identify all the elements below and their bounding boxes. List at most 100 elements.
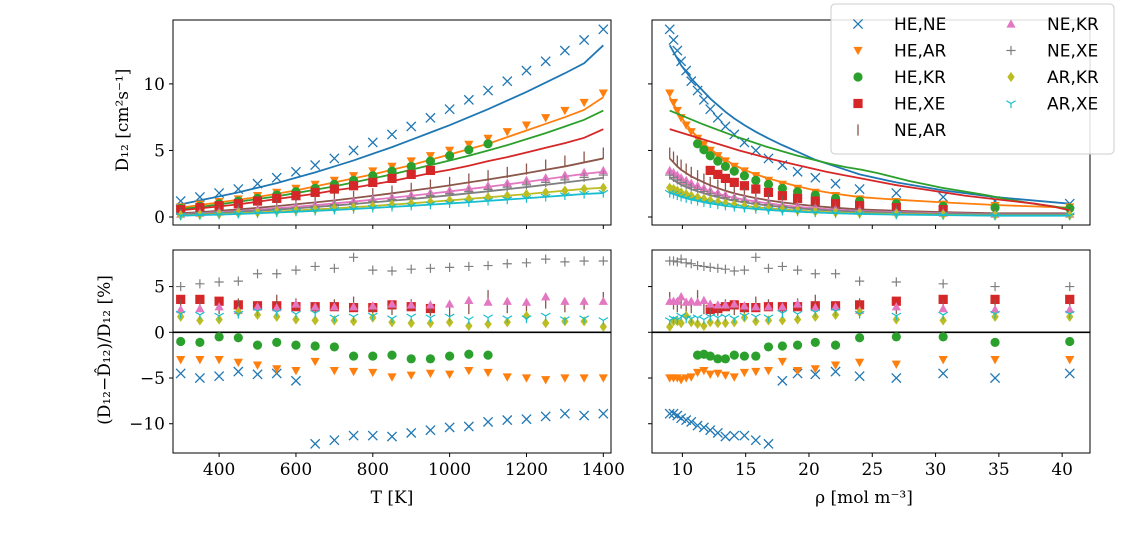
data-point: [175, 212, 186, 221]
data-point: [368, 265, 378, 275]
data-point: [214, 356, 224, 365]
data-point: [1064, 212, 1075, 221]
data-point: [729, 166, 739, 176]
x-tick-label: 1400: [582, 460, 625, 480]
data-point: [751, 302, 761, 311]
data-point: [579, 190, 590, 199]
data-point: [271, 308, 282, 317]
data-point: [272, 303, 282, 312]
data-point: [348, 367, 359, 377]
data-point: [830, 269, 841, 279]
data-point: [445, 317, 454, 328]
data-point: [713, 369, 723, 379]
data-point: [464, 349, 474, 359]
data-point: [720, 354, 731, 364]
data-point: [483, 139, 493, 149]
panel-top-left: 0 5 10: [143, 19, 612, 229]
data-point: [291, 299, 301, 308]
data-point: [672, 296, 682, 305]
x-tick-label: 25: [861, 460, 883, 480]
data-point: [521, 414, 532, 425]
data-point: [665, 170, 675, 180]
series-he-kr: [176, 332, 493, 364]
data-point: [712, 201, 723, 210]
data-point: [599, 321, 607, 332]
data-point: [425, 354, 436, 364]
data-point: [233, 183, 244, 195]
data-point: [763, 438, 774, 449]
x-tick-label: 800: [357, 460, 389, 480]
data-point: [521, 180, 532, 190]
data-point: [579, 256, 589, 266]
data-point: [830, 361, 841, 370]
data-point: [598, 408, 609, 419]
data-point: [329, 153, 340, 164]
series-ne-xe: [665, 252, 1075, 292]
data-point: [271, 172, 282, 183]
data-point: [729, 373, 739, 382]
data-point: [598, 170, 608, 180]
data-point: [778, 315, 787, 326]
data-point: [686, 76, 697, 87]
data-point: [252, 340, 263, 350]
data-point: [990, 337, 1000, 347]
data-point: [938, 332, 948, 342]
data-point: [386, 431, 398, 442]
data-point: [329, 263, 339, 273]
data-point: [367, 137, 378, 148]
data-point: [714, 196, 722, 207]
data-point: [425, 152, 436, 161]
data-point: [522, 189, 531, 200]
data-point: [739, 351, 750, 361]
data-point: [425, 165, 436, 176]
data-point: [938, 191, 949, 203]
data-point: [406, 427, 417, 438]
data-point: [329, 206, 340, 215]
data-point: [751, 175, 761, 186]
data-point: [560, 106, 570, 116]
data-point: [939, 315, 947, 326]
data-point: [329, 184, 339, 194]
data-point: [482, 85, 494, 96]
data-point: [214, 332, 224, 342]
data-point: [676, 292, 686, 301]
data-point: [541, 292, 551, 301]
data-point: [792, 208, 803, 217]
data-point: [792, 299, 803, 308]
data-point: [176, 336, 186, 347]
data-point: [676, 56, 687, 67]
data-point: [579, 172, 589, 182]
data-point: [763, 263, 774, 273]
data-point: [891, 187, 902, 199]
data-point: [406, 264, 416, 274]
legend-marker: [1006, 19, 1016, 28]
y-tick-label: 0: [154, 323, 165, 343]
data-point: [348, 145, 359, 156]
data-point: [1065, 336, 1075, 347]
data-point: [425, 300, 436, 309]
data-point: [777, 357, 787, 367]
data-point: [698, 422, 709, 433]
data-point: [712, 314, 723, 323]
data-point: [729, 177, 739, 188]
data-point: [502, 296, 512, 305]
legend-label: NE,AR: [894, 121, 946, 141]
data-point: [692, 85, 703, 96]
data-point: [855, 358, 865, 368]
data-point: [482, 416, 494, 427]
data-point: [329, 302, 339, 311]
data-point: [561, 185, 569, 196]
axes-frame: [172, 249, 612, 454]
data-point: [195, 356, 205, 365]
data-point: [777, 207, 788, 216]
data-point: [483, 368, 493, 378]
legend-item: HE,NE: [852, 15, 946, 35]
data-point: [763, 179, 774, 189]
y-tick-label: 10: [143, 75, 165, 95]
data-point: [579, 98, 589, 108]
data-point: [598, 296, 608, 305]
data-point: [502, 373, 512, 382]
data-point: [445, 299, 455, 308]
data-point: [686, 259, 696, 269]
data-point: [751, 367, 761, 377]
